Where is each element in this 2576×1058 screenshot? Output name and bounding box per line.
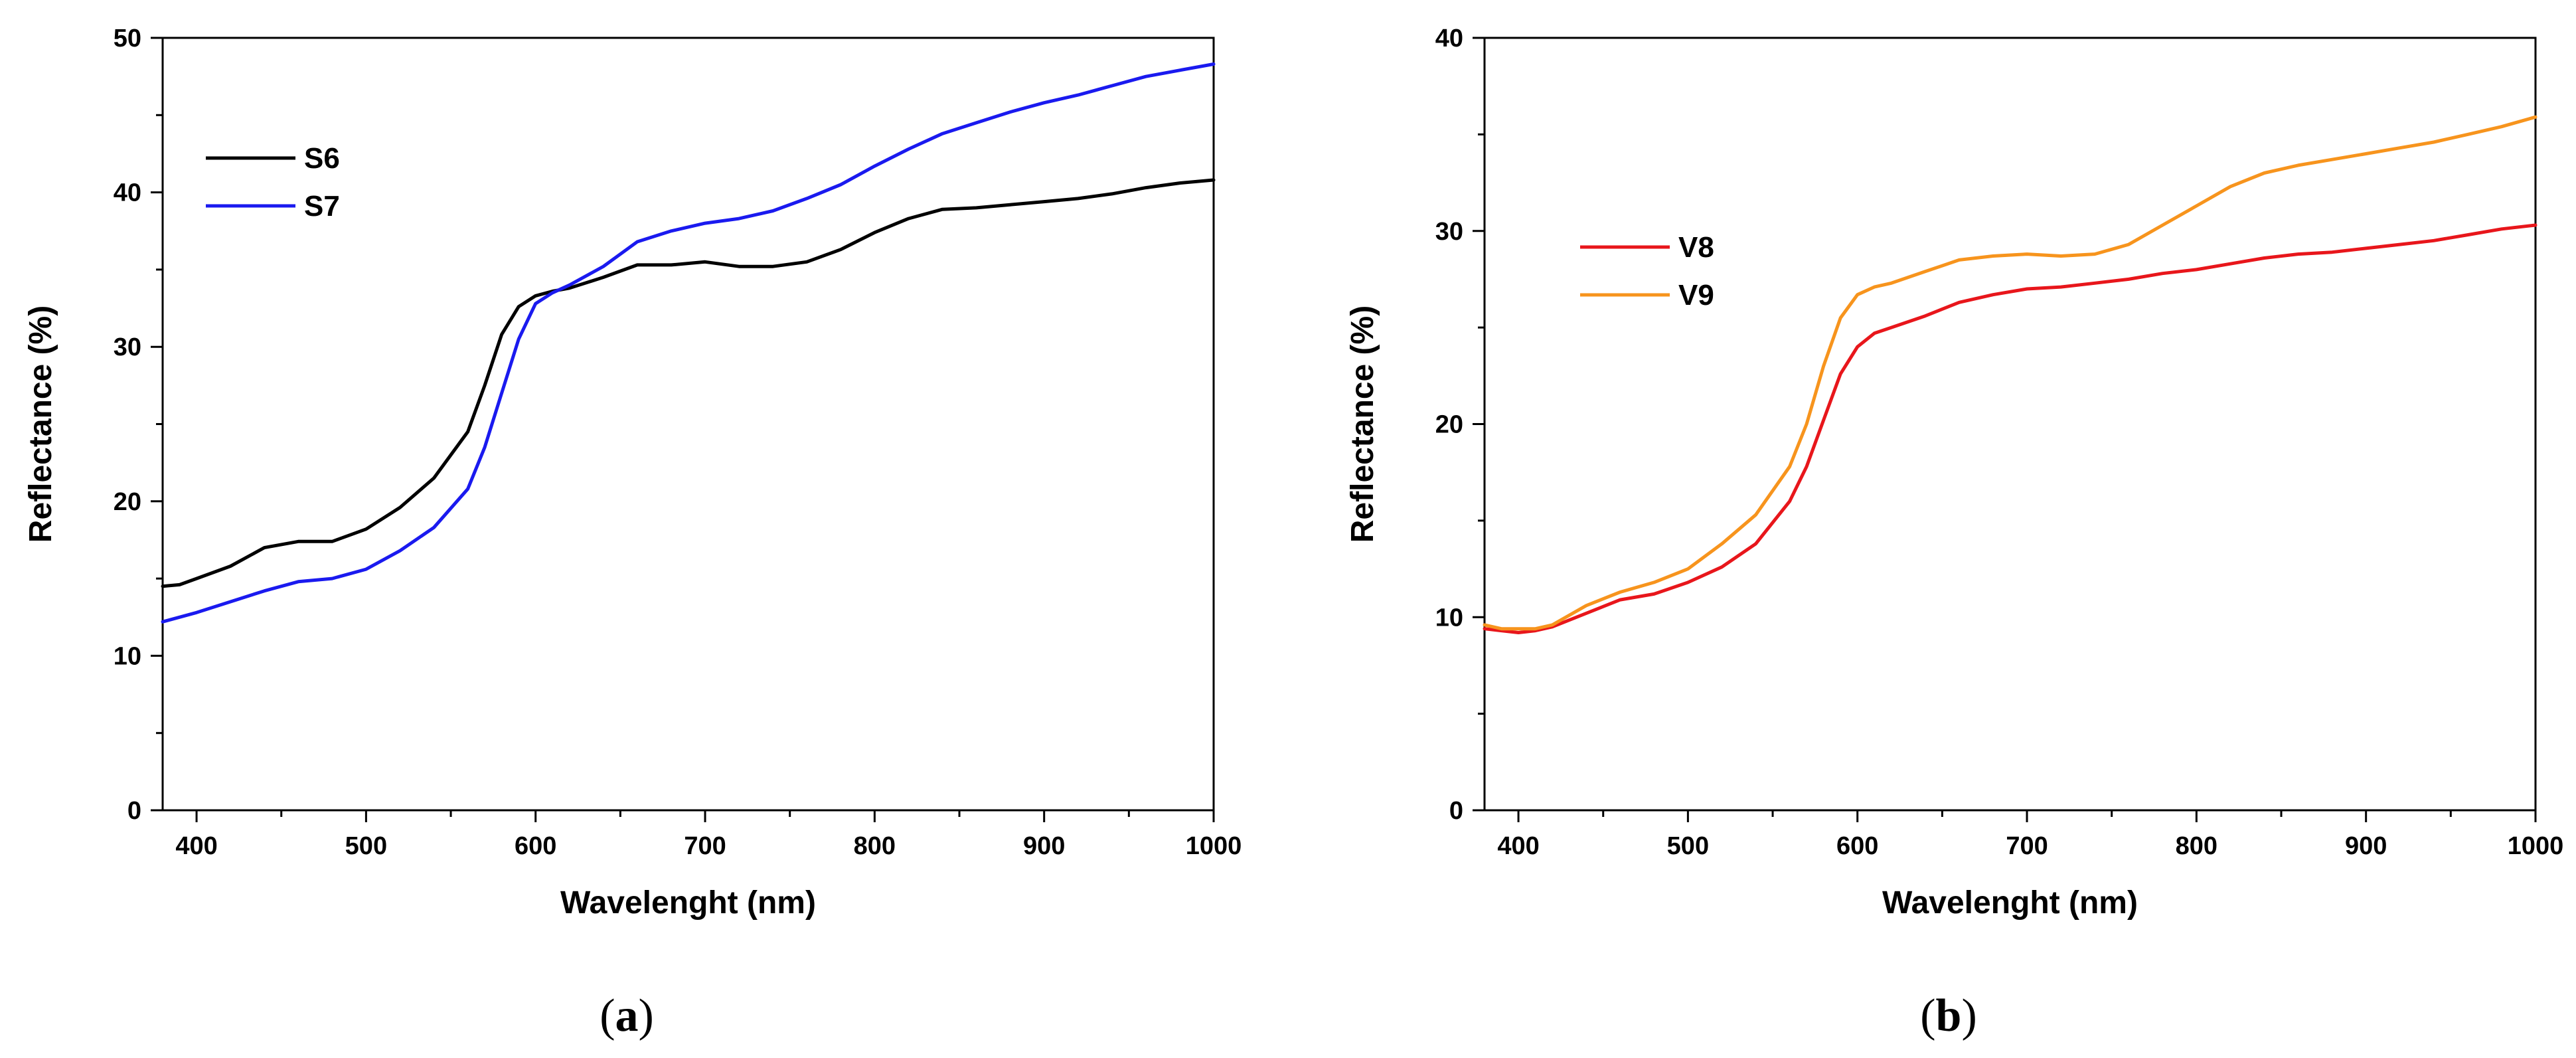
y-tick-label-a: 20	[114, 488, 141, 516]
y-tick-label-b: 30	[1435, 218, 1463, 246]
y-axis-title-a: Reflectance (%)	[23, 306, 58, 543]
x-axis-title-b: Wavelenght (nm)	[1882, 885, 2138, 921]
y-tick-label-a: 0	[127, 797, 141, 825]
y-tick-label-b: 10	[1435, 604, 1463, 632]
x-tick-label-a: 800	[854, 832, 896, 860]
x-tick-label-b: 600	[1836, 832, 1878, 860]
y-tick-label-b: 0	[1449, 797, 1463, 825]
y-tick-label-a: 10	[114, 642, 141, 670]
x-tick-label-a: 600	[515, 832, 556, 860]
x-tick-label-b: 1000	[2508, 832, 2564, 860]
y-tick-label-b: 20	[1435, 411, 1463, 439]
x-tick-label-b: 800	[2176, 832, 2217, 860]
y-tick-label-a: 30	[114, 333, 141, 361]
chart-panel-b: (b) 400 500 600 700 800 900 1000 0 10 20 30 40 Wavel…	[1345, 25, 2563, 1041]
series-line-s6	[161, 178, 1216, 588]
legend-label-s7: S7	[304, 190, 340, 222]
series-line-s7	[161, 62, 1216, 624]
y-tick-label-b: 40	[1435, 25, 1463, 52]
chart-panel-a: (a) 400 500 600 700 800 900 1000 0 10 20 30 40 50 Wav…	[23, 25, 1242, 1041]
legend-label-v8: V8	[1678, 231, 1714, 264]
panel-label-b: (b)	[1920, 990, 1977, 1041]
legend-label-v9: V9	[1678, 279, 1714, 311]
y-axis-title-b: Reflectance (%)	[1345, 306, 1380, 543]
panel-label-a: (a)	[600, 990, 654, 1041]
x-tick-label-a: 1000	[1186, 832, 1242, 860]
x-tick-label-a: 400	[175, 832, 217, 860]
legend-label-s6: S6	[304, 142, 340, 175]
series-line-v9	[1483, 115, 2537, 631]
y-tick-label-a: 40	[114, 179, 141, 207]
x-axis-title-a: Wavelenght (nm)	[560, 885, 816, 921]
series-line-v8	[1483, 223, 2537, 634]
y-tick-label-a: 50	[114, 25, 141, 52]
x-tick-label-a: 700	[684, 832, 726, 860]
x-tick-label-b: 500	[1667, 832, 1709, 860]
x-tick-label-b: 700	[2006, 832, 2048, 860]
x-tick-label-a: 500	[345, 832, 387, 860]
x-tick-label-b: 400	[1497, 832, 1539, 860]
x-tick-label-a: 900	[1023, 832, 1065, 860]
x-tick-label-b: 900	[2345, 832, 2387, 860]
